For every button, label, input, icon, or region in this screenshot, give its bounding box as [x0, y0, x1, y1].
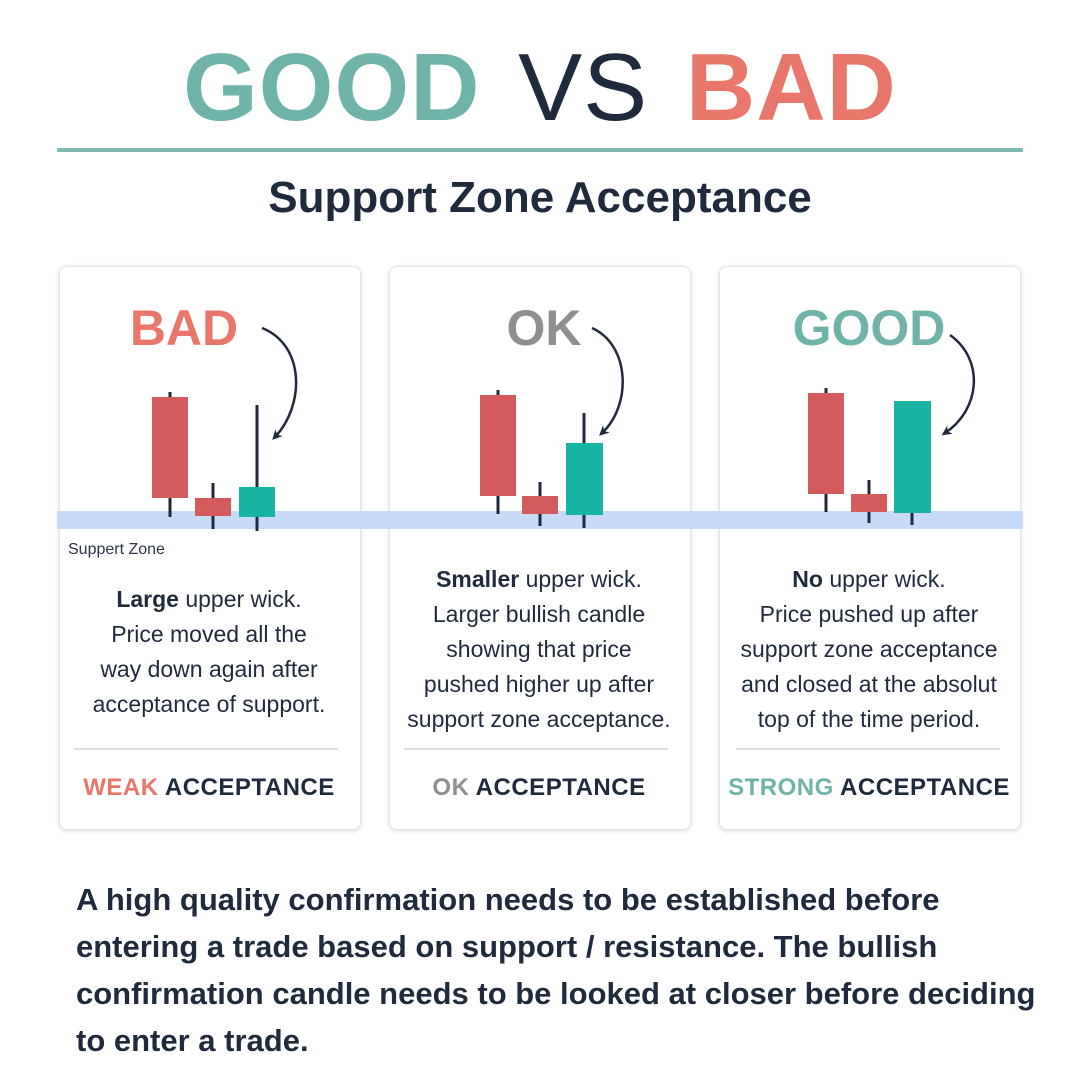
card-ok	[389, 266, 691, 830]
verdict-rest: ACCEPTANCE	[833, 774, 1010, 801]
description-bold: Large	[116, 586, 179, 612]
main-title: GOOD VS BAD	[0, 38, 1080, 138]
subtitle: Support Zone Acceptance	[268, 173, 812, 222]
arrow-icon	[261, 326, 298, 440]
small-bearish-candle-body	[851, 494, 887, 512]
title-good: GOOD	[183, 34, 481, 141]
description-bold: Smaller	[436, 566, 520, 592]
arrow-icon	[941, 333, 975, 436]
verdict-rest: ACCEPTANCE	[158, 774, 335, 801]
verdict-strong: STRONG ACCEPTANCE	[719, 774, 1019, 802]
description-line: top of the time period.	[757, 706, 981, 732]
small-bearish-candle-body	[195, 498, 231, 516]
description-rest: upper wick.	[178, 586, 302, 612]
description-line: support zone acceptance.	[407, 706, 671, 732]
description-line: Price moved all the	[111, 621, 307, 647]
verdict-keyword: STRONG	[728, 774, 834, 801]
description-bad: Large upper wick. Price moved all the wa…	[64, 582, 354, 722]
verdict-ok: OK ACCEPTANCE	[389, 774, 689, 802]
candles-good	[808, 333, 975, 525]
footer-summary: A high quality confirmation needs to be …	[76, 882, 1036, 1058]
description-line: way down again after	[100, 656, 318, 682]
description-line: and closed at the absolut	[741, 671, 997, 697]
grade-bad-label: BAD	[129, 300, 239, 356]
bullish-candle-body	[566, 443, 603, 515]
description-line: Larger bullish candle	[432, 601, 646, 627]
verdict-keyword: WEAK	[83, 774, 159, 801]
small-bearish-candle-body	[522, 496, 558, 514]
verdict-rest: ACCEPTANCE	[469, 774, 646, 801]
card-bad	[59, 266, 361, 830]
description-line: showing that price	[446, 636, 632, 662]
bearish-candle-body	[808, 393, 844, 494]
card-divider	[74, 748, 338, 750]
description-first-line: Smaller upper wick.	[394, 562, 684, 597]
support-zone-label: Suppert Zone	[68, 541, 165, 558]
candles-bad	[152, 326, 298, 531]
description-good: No upper wick. Price pushed up after sup…	[724, 562, 1014, 737]
grade-good-label: GOOD	[792, 300, 946, 356]
candles-ok	[480, 326, 624, 528]
description-rest: upper wick.	[519, 566, 642, 592]
title-bad: BAD	[685, 34, 897, 141]
title-divider	[57, 148, 1023, 152]
bullish-candle-body	[239, 487, 275, 517]
description-rest: upper wick.	[822, 566, 946, 592]
grade-ok-label: OK	[506, 300, 582, 356]
card-divider	[736, 748, 1000, 750]
verdict-keyword: OK	[432, 774, 470, 801]
description-line: Price pushed up after	[759, 601, 979, 627]
description-first-line: Large upper wick.	[64, 582, 354, 617]
bearish-candle-body	[152, 397, 188, 498]
title-vs: VS	[518, 34, 649, 141]
arrow-icon	[591, 326, 624, 436]
description-line: acceptance of support.	[92, 691, 326, 717]
card-divider	[404, 748, 668, 750]
description-bold: No	[792, 566, 823, 592]
description-line: support zone acceptance	[740, 636, 998, 662]
bullish-candle-body	[894, 401, 931, 513]
description-first-line: No upper wick.	[724, 562, 1014, 597]
description-line: pushed higher up after	[423, 671, 655, 697]
description-ok: Smaller upper wick. Larger bullish candl…	[394, 562, 684, 737]
verdict-weak: WEAK ACCEPTANCE	[59, 774, 359, 802]
bearish-candle-body	[480, 395, 516, 496]
